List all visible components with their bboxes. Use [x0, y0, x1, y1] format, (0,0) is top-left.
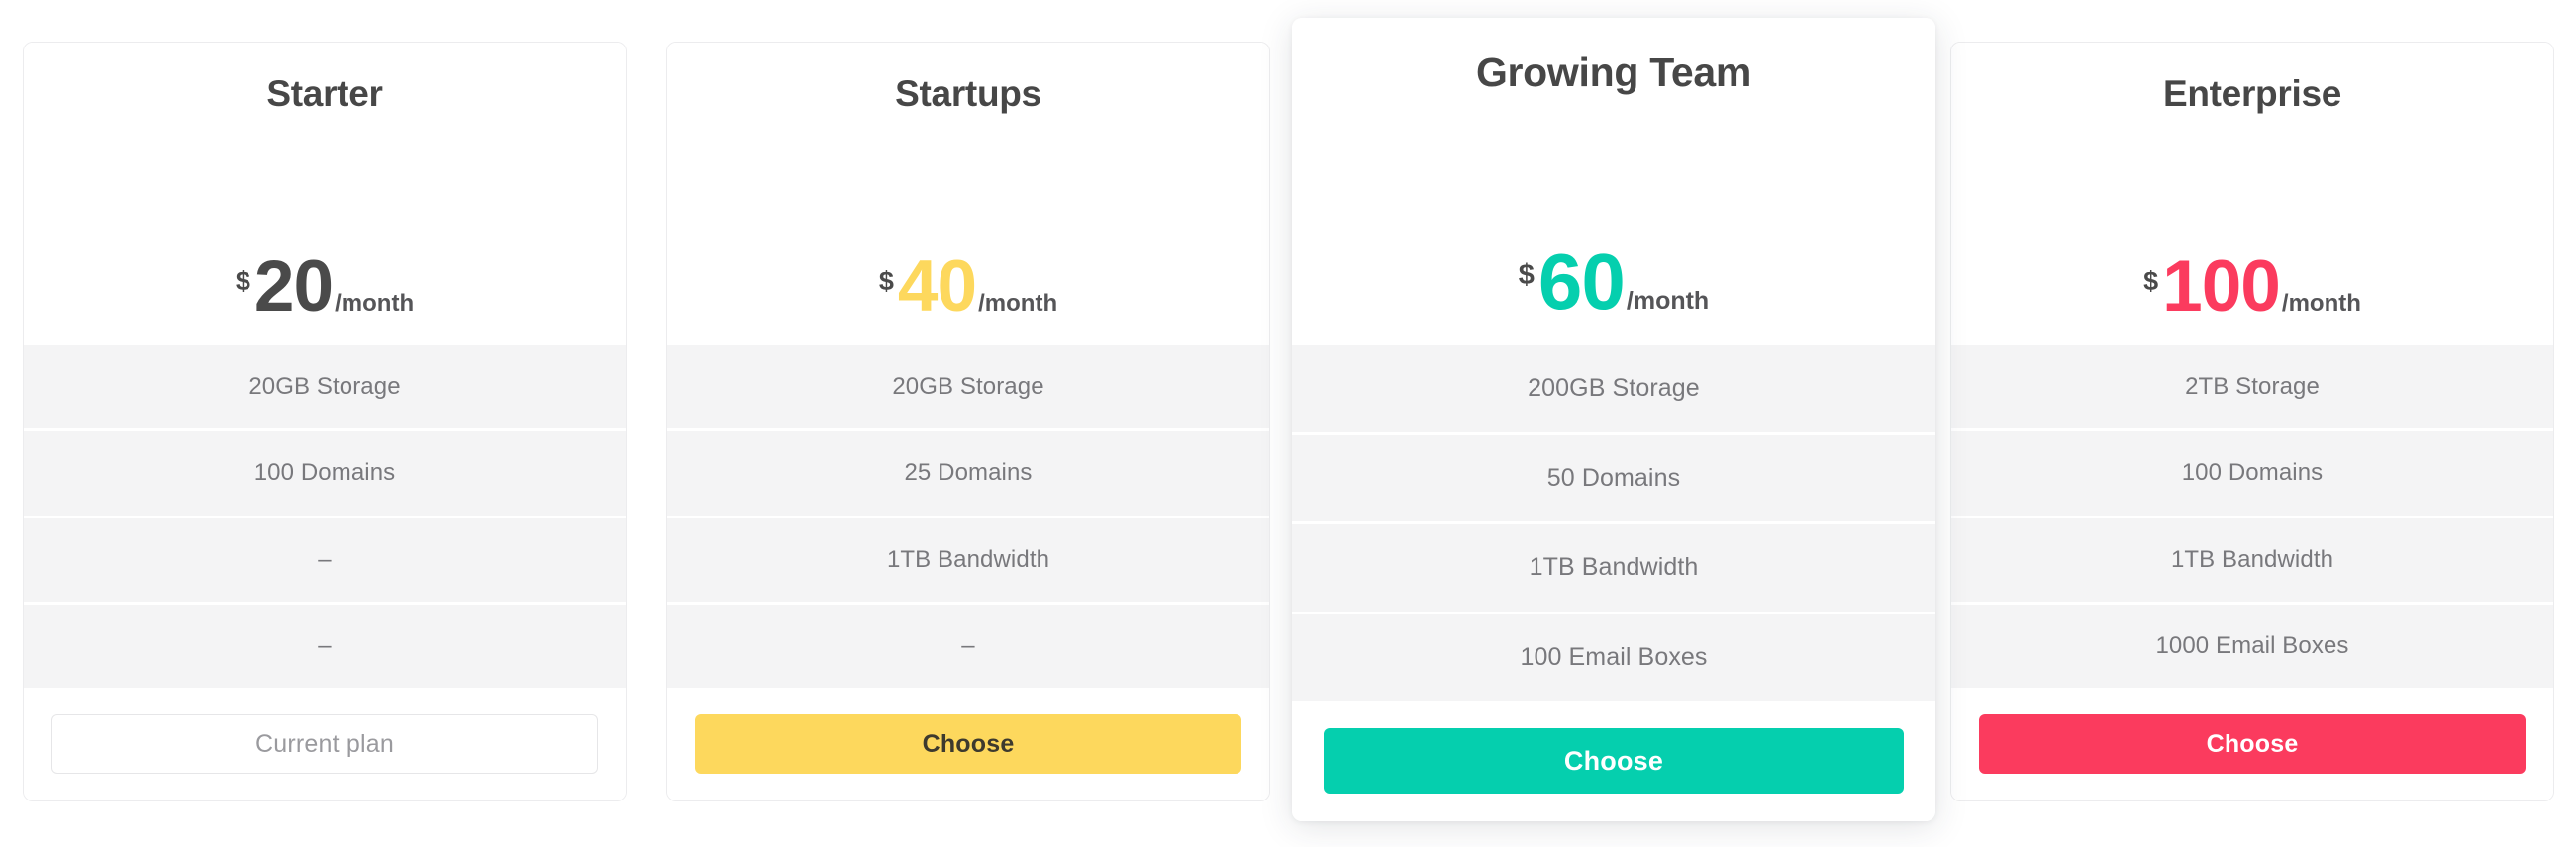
plan-price-startups: $ 40 /month	[878, 246, 1058, 345]
plan-card-startups[interactable]: Startups $ 40 /month 20GB Storage 25 Dom…	[666, 42, 1270, 801]
price-amount: 40	[897, 246, 977, 328]
price-amount: 20	[253, 246, 334, 328]
plan-footer-growing-team: Choose	[1292, 701, 1935, 821]
feature-row: 25 Domains	[667, 431, 1269, 518]
currency-symbol: $	[235, 266, 250, 297]
plan-header-startups: Startups $ 40 /month	[667, 43, 1269, 345]
price-amount: 100	[2162, 246, 2281, 328]
choose-button-enterprise[interactable]: Choose	[1979, 714, 2526, 774]
plan-footer-startups: Choose	[667, 688, 1269, 800]
price-period: /month	[2281, 290, 2361, 318]
feature-row: 1TB Bandwidth	[1951, 518, 2553, 605]
plan-features-growing-team: 200GB Storage 50 Domains 1TB Bandwidth 1…	[1292, 345, 1935, 701]
plan-features-starter: 20GB Storage 100 Domains – –	[24, 345, 626, 688]
feature-row: 20GB Storage	[24, 345, 626, 432]
plan-header-enterprise: Enterprise $ 100 /month	[1951, 43, 2553, 345]
plan-footer-starter: Current plan	[24, 688, 626, 800]
plan-name-starter: Starter	[266, 73, 383, 114]
feature-row: 200GB Storage	[1292, 345, 1935, 435]
currency-symbol: $	[878, 266, 894, 297]
feature-row: 2TB Storage	[1951, 345, 2553, 432]
plan-footer-enterprise: Choose	[1951, 688, 2553, 800]
price-period: /month	[1626, 287, 1710, 315]
plan-name-startups: Startups	[895, 73, 1041, 114]
plan-card-starter[interactable]: Starter $ 20 /month 20GB Storage 100 Dom…	[23, 42, 627, 801]
choose-button-growing-team[interactable]: Choose	[1324, 728, 1904, 794]
feature-row: 20GB Storage	[667, 345, 1269, 432]
feature-row: 100 Domains	[24, 431, 626, 518]
plan-name-growing-team: Growing Team	[1475, 49, 1752, 95]
plan-card-enterprise[interactable]: Enterprise $ 100 /month 2TB Storage 100 …	[1950, 42, 2554, 801]
feature-row: 1TB Bandwidth	[1292, 524, 1935, 614]
plan-price-starter: $ 20 /month	[235, 246, 415, 345]
price-amount: 60	[1537, 237, 1626, 326]
feature-row: –	[667, 604, 1269, 688]
plan-features-enterprise: 2TB Storage 100 Domains 1TB Bandwidth 10…	[1951, 345, 2553, 688]
plan-header-growing-team: Growing Team $ 60 /month	[1292, 18, 1935, 345]
feature-row: –	[24, 518, 626, 605]
currency-symbol: $	[2143, 266, 2159, 297]
plan-name-enterprise: Enterprise	[2162, 73, 2341, 114]
price-period: /month	[335, 290, 415, 318]
current-plan-button[interactable]: Current plan	[51, 714, 598, 774]
feature-row: –	[24, 604, 626, 688]
feature-row: 100 Email Boxes	[1292, 613, 1935, 701]
feature-row: 50 Domains	[1292, 434, 1935, 524]
plan-card-growing-team[interactable]: Growing Team $ 60 /month 200GB Storage 5…	[1292, 18, 1935, 821]
plan-header-starter: Starter $ 20 /month	[24, 43, 626, 345]
feature-row: 100 Domains	[1951, 431, 2553, 518]
choose-button-startups[interactable]: Choose	[695, 714, 1241, 774]
feature-row: 1000 Email Boxes	[1951, 604, 2553, 688]
currency-symbol: $	[1518, 259, 1535, 291]
feature-row: 1TB Bandwidth	[667, 518, 1269, 605]
plan-price-enterprise: $ 100 /month	[2143, 246, 2361, 345]
price-period: /month	[978, 290, 1058, 318]
plan-features-startups: 20GB Storage 25 Domains 1TB Bandwidth –	[667, 345, 1269, 688]
plan-price-growing-team: $ 60 /month	[1518, 237, 1710, 345]
